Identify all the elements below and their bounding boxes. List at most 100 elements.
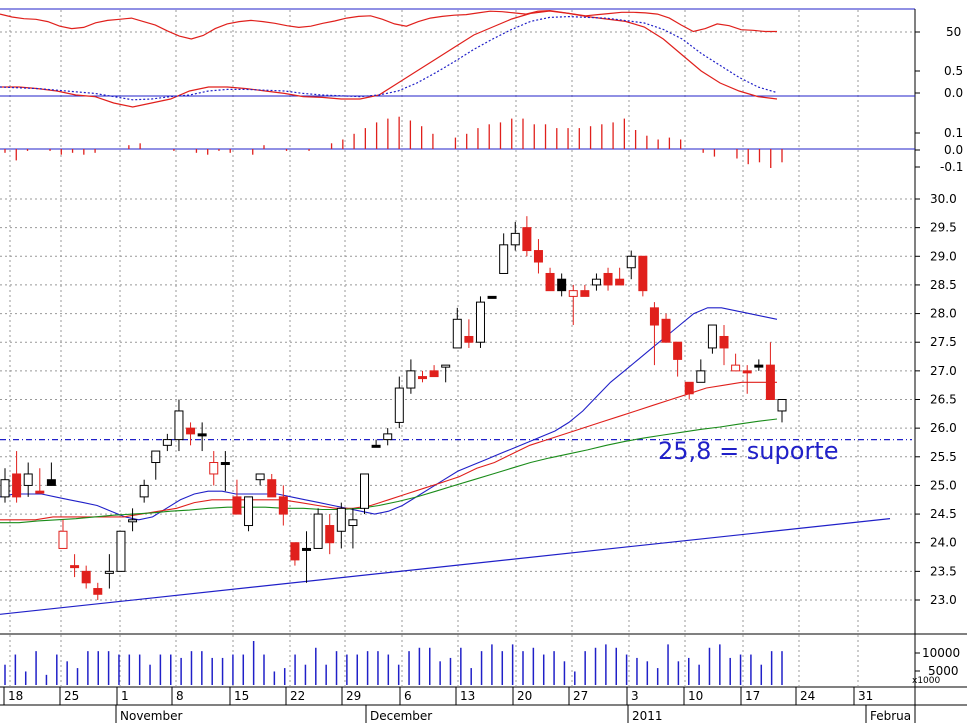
y-tick-label: 0.1 [944,126,963,140]
candle [742,365,752,394]
candle [232,479,242,515]
candle-body [360,473,370,509]
candle [348,508,358,549]
candle [615,267,625,286]
candle [174,399,184,452]
x-tick-label: 10 [688,689,703,703]
candle [209,451,219,486]
oscillator-series-line [0,9,777,40]
candle-body [104,570,114,574]
candle-body [591,278,601,286]
candle-body [35,490,45,494]
candle-body [580,290,590,297]
candle [441,364,451,383]
x-tick-label: 25 [64,689,79,703]
candle-body [209,462,219,475]
candle-body [220,462,230,466]
candle [510,221,520,251]
x-tick-label: 8 [176,689,184,703]
candle [429,365,439,378]
candle [533,239,543,274]
candle [522,216,532,257]
candle-body [371,444,381,448]
y-tick-label: 27.5 [930,335,957,349]
y-tick-label: 5000 [928,664,959,678]
x-tick-label: 18 [8,689,23,703]
candle [591,273,601,291]
candle [302,531,312,583]
candle-body [186,427,196,435]
candle-body [557,278,567,292]
y-tick-label: 28.0 [930,307,957,321]
x-tick-label: 27 [573,689,588,703]
candle [139,479,149,503]
y-tick-label: 24.5 [930,507,957,521]
y-tick-label: 29.0 [930,249,957,263]
candle-body [615,278,625,286]
candle [197,422,207,452]
candle [244,496,254,532]
candle-body [81,570,91,584]
y-tick-label: 10000 [922,646,960,660]
candle [568,284,578,326]
candle [684,381,694,400]
x-tick-label: 3 [631,689,639,703]
candle-body [719,335,729,349]
candle [360,473,370,515]
candle [475,296,485,348]
candle [70,554,80,578]
candle [313,508,323,549]
candle [452,307,462,349]
candle-body [673,341,683,360]
candle [765,342,775,400]
support-annotation: 25,8 = suporte [658,437,838,465]
moving-average-line [0,418,778,524]
candle-body [568,290,578,297]
moving-average-line [0,307,778,521]
candle [255,473,265,486]
candle-body [255,473,265,481]
candle [93,582,103,600]
candle [557,273,567,297]
candle-body [406,370,416,389]
x-tick-label: 22 [290,689,305,703]
candle [290,542,300,566]
candle-body [325,525,335,544]
candle [35,468,45,494]
x-tick-label: 17 [745,689,760,703]
candle [406,359,416,394]
y-tick-label: 0.0 [944,143,963,157]
x-tick-label: 6 [404,689,412,703]
candle-body [93,588,103,595]
candle [220,451,230,492]
candle-body [499,244,509,274]
x-tick-label: 29 [346,689,361,703]
x-tick-label: 20 [517,689,532,703]
candle-body [394,387,404,423]
x-tick-label: 24 [800,689,815,703]
candle [754,359,764,371]
month-label: 2011 [632,709,663,723]
trend-line [0,518,891,615]
candle-body [638,255,648,292]
candle-body [429,370,439,378]
candle-body [313,513,323,549]
candle-body [661,318,671,343]
candle-body [475,301,485,343]
candle-body [464,335,474,343]
y-tick-label: 27.0 [930,364,957,378]
candle-body [197,433,207,437]
candle-body [0,479,10,498]
candle-body [696,370,706,383]
candle-body [649,307,659,326]
y-tick-label: 28.5 [930,278,957,292]
y-tick-label: 25.0 [930,478,957,492]
candle [696,359,706,383]
candle-body [116,530,126,572]
candle-body [545,272,555,292]
candle-body [510,232,520,246]
candle [394,376,404,429]
candle [267,473,277,498]
candle-body [267,479,277,498]
